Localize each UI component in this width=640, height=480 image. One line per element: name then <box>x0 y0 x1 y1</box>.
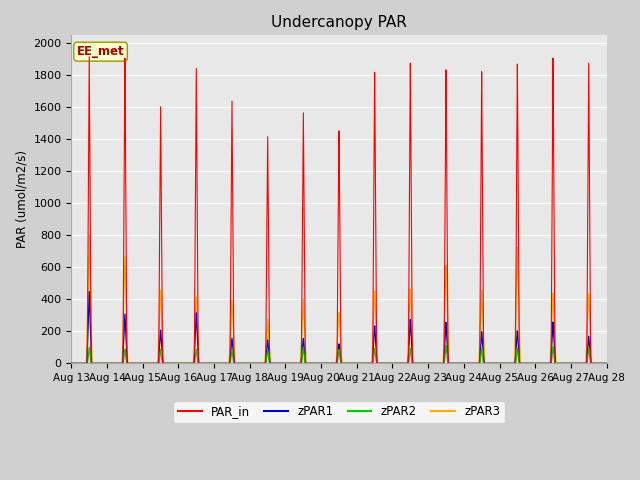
Y-axis label: PAR (umol/m2/s): PAR (umol/m2/s) <box>15 150 28 248</box>
Title: Undercanopy PAR: Undercanopy PAR <box>271 15 407 30</box>
Text: EE_met: EE_met <box>77 45 124 58</box>
Legend: PAR_in, zPAR1, zPAR2, zPAR3: PAR_in, zPAR1, zPAR2, zPAR3 <box>173 401 505 423</box>
